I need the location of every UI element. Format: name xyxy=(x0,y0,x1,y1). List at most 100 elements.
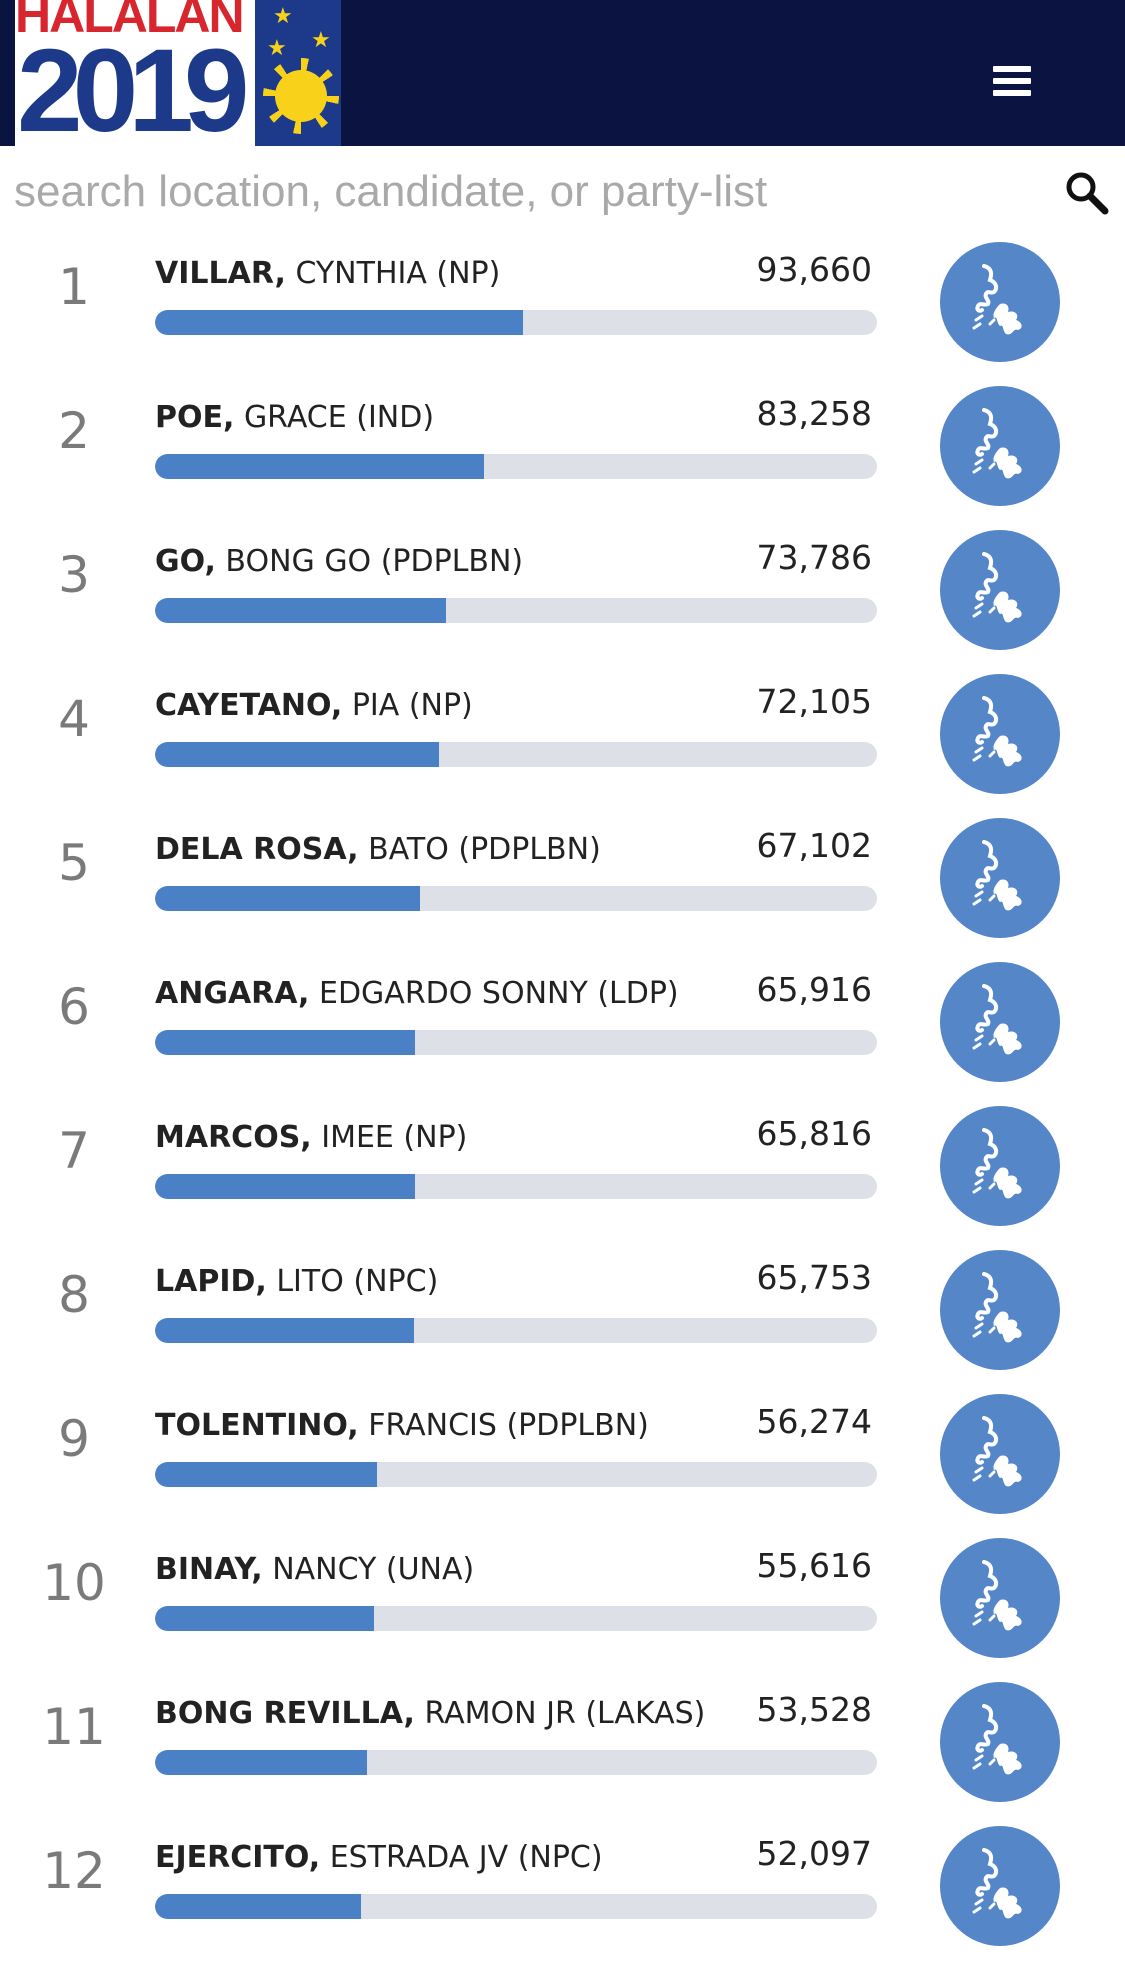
vote-bar-track xyxy=(155,1894,877,1919)
vote-bar-track xyxy=(155,310,877,335)
map-button[interactable] xyxy=(940,674,1060,794)
rank-number: 2 xyxy=(58,402,90,460)
candidate-first-name-party: LITO (NPC) xyxy=(276,1264,439,1299)
vote-bar-track xyxy=(155,1750,877,1775)
map-button[interactable] xyxy=(940,242,1060,362)
map-button[interactable] xyxy=(940,386,1060,506)
candidate-name: ANGARA, EDGARDO SONNY (LDP) xyxy=(155,976,679,1011)
philippines-map-glyph xyxy=(972,696,1022,767)
candidate-name: TOLENTINO, FRANCIS (PDPLBN) xyxy=(155,1408,649,1443)
rank-number: 1 xyxy=(58,258,90,316)
vote-bar-track xyxy=(155,1030,877,1055)
vote-bar-fill xyxy=(155,1030,415,1055)
map-button[interactable] xyxy=(940,962,1060,1082)
map-button[interactable] xyxy=(940,1394,1060,1514)
sun-icon xyxy=(275,70,327,122)
candidate-name: DELA ROSA, BATO (PDPLBN) xyxy=(155,832,601,867)
vote-bar-track xyxy=(155,454,877,479)
candidate-first-name-party: NANCY (UNA) xyxy=(272,1552,475,1587)
philippines-map-glyph xyxy=(972,1848,1022,1919)
candidate-row[interactable]: 5 DELA ROSA, BATO (PDPLBN) 67,102 xyxy=(0,812,1125,956)
logo-text-year: 2019 xyxy=(17,25,249,146)
candidate-row[interactable]: 11 BONG REVILLA, RAMON JR (LAKAS) 53,528 xyxy=(0,1676,1125,1820)
candidate-first-name-party: GRACE (IND) xyxy=(243,400,435,435)
candidate-name: BINAY, NANCY (UNA) xyxy=(155,1552,474,1587)
vote-bar-track xyxy=(155,1174,877,1199)
philippines-map-glyph xyxy=(972,264,1022,335)
rank-number: 12 xyxy=(42,1842,106,1900)
map-button[interactable] xyxy=(940,1250,1060,1370)
star-icon: ★ xyxy=(273,4,293,29)
search-input[interactable] xyxy=(14,162,1014,222)
candidate-name: CAYETANO, PIA (NP) xyxy=(155,688,473,723)
vote-bar-fill xyxy=(155,1318,415,1343)
rank-number: 10 xyxy=(42,1554,106,1612)
vote-bar-fill xyxy=(155,886,420,911)
vote-bar-fill xyxy=(155,1174,415,1199)
candidate-row[interactable]: 3 GO, BONG GO (PDPLBN) 73,786 xyxy=(0,524,1125,668)
star-icon: ★ xyxy=(311,28,331,53)
vote-bar-track xyxy=(155,598,877,623)
candidate-last-name: CAYETANO, xyxy=(155,688,343,723)
rank-number: 4 xyxy=(58,690,90,748)
philippines-map-glyph xyxy=(972,840,1022,911)
candidate-row[interactable]: 9 TOLENTINO, FRANCIS (PDPLBN) 56,274 xyxy=(0,1388,1125,1532)
candidate-name: MARCOS, IMEE (NP) xyxy=(155,1120,467,1155)
vote-count: 73,786 xyxy=(756,538,872,577)
logo-text-halalan: HALALAN xyxy=(15,0,245,43)
top-header-bar: HALALAN 2019 ★ ★ ★ xyxy=(0,0,1125,146)
candidate-row[interactable]: 10 BINAY, NANCY (UNA) 55,616 xyxy=(0,1532,1125,1676)
candidate-row[interactable]: 6 ANGARA, EDGARDO SONNY (LDP) 65,916 xyxy=(0,956,1125,1100)
candidate-row[interactable]: 2 POE, GRACE (IND) 83,258 xyxy=(0,380,1125,524)
candidate-last-name: EJERCITO, xyxy=(155,1840,321,1875)
candidate-row[interactable]: 7 MARCOS, IMEE (NP) 65,816 xyxy=(0,1100,1125,1244)
rank-number: 9 xyxy=(58,1410,90,1468)
vote-bar-track xyxy=(155,742,877,767)
map-button[interactable] xyxy=(940,1682,1060,1802)
vote-count: 52,097 xyxy=(756,1834,872,1873)
candidate-row[interactable]: 12 EJERCITO, ESTRADA JV (NPC) 52,097 xyxy=(0,1820,1125,1964)
rank-number: 8 xyxy=(58,1266,90,1324)
candidate-row[interactable]: 4 CAYETANO, PIA (NP) 72,105 xyxy=(0,668,1125,812)
vote-count: 56,274 xyxy=(756,1402,872,1441)
vote-bar-fill xyxy=(155,1606,375,1631)
candidate-last-name: BINAY, xyxy=(155,1552,263,1587)
map-button[interactable] xyxy=(940,530,1060,650)
halalan-2019-logo[interactable]: HALALAN 2019 ★ ★ ★ xyxy=(15,0,341,146)
candidate-first-name-party: PIA (NP) xyxy=(351,688,473,723)
hamburger-menu-icon[interactable] xyxy=(993,66,1031,96)
vote-count: 65,916 xyxy=(756,970,872,1009)
candidate-first-name-party: FRANCIS (PDPLBN) xyxy=(368,1408,649,1443)
vote-bar-fill xyxy=(155,1894,361,1919)
candidate-last-name: LAPID, xyxy=(155,1264,267,1299)
map-button[interactable] xyxy=(940,1826,1060,1946)
rank-number: 7 xyxy=(58,1122,90,1180)
philippines-map-glyph xyxy=(972,1272,1022,1343)
vote-bar-track xyxy=(155,1462,877,1487)
vote-bar-fill xyxy=(155,310,524,335)
candidate-last-name: BONG REVILLA, xyxy=(155,1696,415,1731)
candidate-name: VILLAR, CYNTHIA (NP) xyxy=(155,256,500,291)
vote-bar-track xyxy=(155,1318,877,1343)
vote-bar-track xyxy=(155,1606,877,1631)
candidate-name: GO, BONG GO (PDPLBN) xyxy=(155,544,523,579)
vote-bar-track xyxy=(155,886,877,911)
candidate-first-name-party: BONG GO (PDPLBN) xyxy=(225,544,524,579)
philippines-map-glyph xyxy=(972,1704,1022,1775)
candidate-last-name: GO, xyxy=(155,544,216,579)
rank-number: 11 xyxy=(42,1698,106,1756)
philippines-map-glyph xyxy=(972,1416,1022,1487)
vote-count: 65,753 xyxy=(756,1258,872,1297)
map-button[interactable] xyxy=(940,818,1060,938)
candidate-row[interactable]: 8 LAPID, LITO (NPC) 65,753 xyxy=(0,1244,1125,1388)
map-button[interactable] xyxy=(940,1538,1060,1658)
map-button[interactable] xyxy=(940,1106,1060,1226)
search-icon[interactable] xyxy=(1064,170,1110,216)
philippines-map-glyph xyxy=(972,984,1022,1055)
vote-count: 53,528 xyxy=(756,1690,872,1729)
candidate-last-name: POE, xyxy=(155,400,235,435)
philippines-map-glyph xyxy=(972,1560,1022,1631)
candidate-row[interactable]: 1 VILLAR, CYNTHIA (NP) 93,660 xyxy=(0,236,1125,380)
vote-count: 55,616 xyxy=(756,1546,872,1585)
vote-count: 67,102 xyxy=(756,826,872,865)
